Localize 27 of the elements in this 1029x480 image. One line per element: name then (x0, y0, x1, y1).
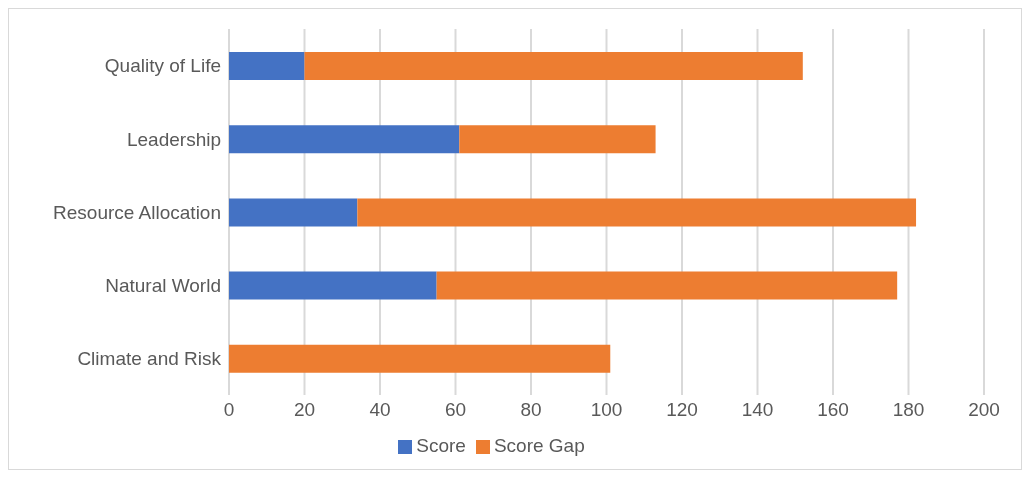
x-tick-label: 40 (369, 399, 391, 421)
bar (229, 125, 460, 154)
legend-label: Score (416, 435, 466, 456)
bar (229, 52, 305, 80)
x-tick-label: 60 (444, 399, 467, 421)
x-tick-label: 80 (520, 399, 542, 421)
bar (229, 271, 437, 300)
x-tick-label: 140 (741, 399, 774, 421)
x-tick-label: 200 (968, 399, 1000, 421)
bar (357, 198, 917, 227)
x-tick-label: 120 (666, 399, 698, 421)
legend-label: Score Gap (493, 435, 585, 456)
y-tick-label: Leadership (126, 128, 221, 150)
y-tick-label: Quality of Life (104, 55, 221, 77)
y-tick-label: Resource Allocation (53, 201, 221, 223)
y-tick-label: Climate and Risk (77, 348, 222, 370)
bar (229, 198, 358, 227)
x-tick-label: 20 (293, 399, 316, 421)
x-tick-label: 180 (892, 399, 925, 421)
bar (229, 344, 611, 373)
bar (436, 271, 898, 300)
bar (459, 125, 656, 154)
x-tick-label: 0 (223, 399, 235, 421)
bar (304, 52, 803, 80)
y-tick-label: Natural World (105, 274, 221, 296)
x-tick-label: 100 (590, 399, 623, 421)
x-tick-label: 160 (817, 399, 849, 421)
